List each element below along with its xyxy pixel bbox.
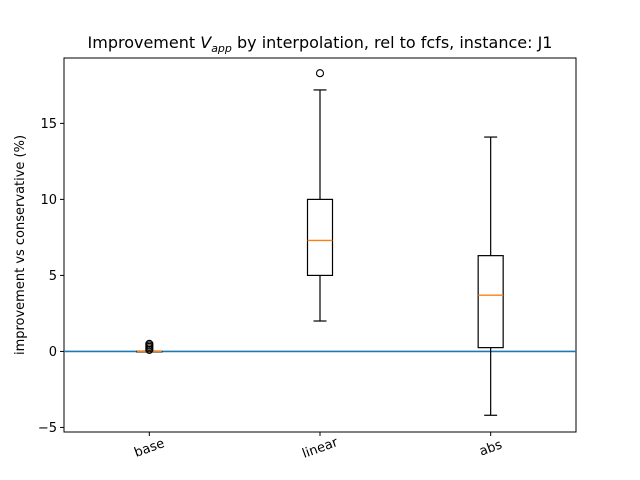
- y-axis-label: improvement vs conservative (%): [13, 135, 28, 355]
- box-abs: [477, 136, 504, 416]
- chart-title-sub: app: [211, 42, 232, 55]
- y-tick-label: 10: [40, 193, 57, 208]
- flier-point: [315, 69, 325, 78]
- chart-title: Improvement Vapp by interpolation, rel t…: [88, 33, 553, 55]
- y-axis: −5 0 5 10 15: [38, 117, 64, 436]
- flier-point: [145, 339, 154, 348]
- box-base: [136, 339, 163, 354]
- box-linear: [306, 69, 334, 322]
- chart-title-prefix: Improvement: [88, 33, 201, 52]
- box-iqr: [306, 198, 334, 277]
- y-tick-label: 5: [49, 269, 57, 284]
- boxes-group: [136, 69, 504, 416]
- x-tick-label: abs: [477, 437, 504, 459]
- y-tick-label: 0: [49, 345, 57, 360]
- chart-title-var: V: [200, 33, 212, 52]
- chart-title-suffix: by interpolation, rel to fcfs, instance:…: [232, 33, 553, 52]
- x-axis: base linear abs: [132, 432, 504, 462]
- box-iqr: [477, 255, 504, 349]
- x-tick-label: linear: [300, 435, 340, 462]
- y-tick-label: 15: [40, 117, 57, 132]
- x-tick-label: base: [132, 436, 166, 461]
- y-tick-label: −5: [38, 421, 57, 436]
